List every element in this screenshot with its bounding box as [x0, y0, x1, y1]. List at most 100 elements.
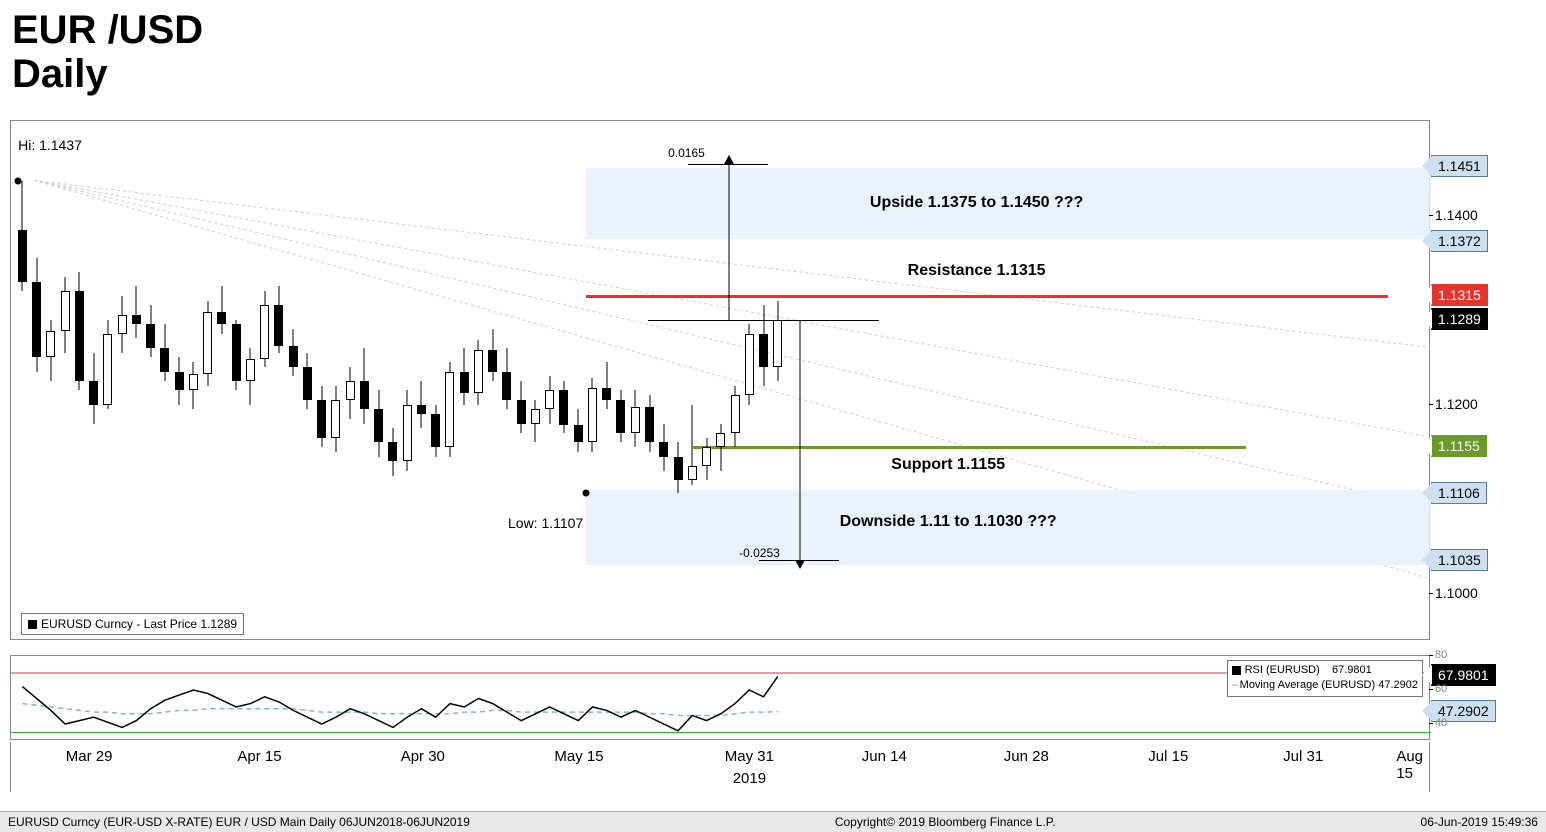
candle: [232, 320, 241, 391]
x-tick: Jul 31: [1283, 748, 1323, 765]
candle: [488, 329, 497, 381]
candle: [203, 301, 212, 386]
candle: [18, 181, 27, 292]
candle: [559, 381, 568, 433]
x-tick: May 15: [554, 748, 603, 765]
candle: [118, 296, 127, 353]
candle: [531, 400, 540, 443]
rsi-legend-value: 67.9801: [1332, 664, 1372, 676]
level-line: [693, 446, 1247, 449]
x-tick: Apr 15: [237, 748, 281, 765]
price-flag: 1.1289: [1431, 308, 1488, 330]
rsi-y-tick: 60: [1435, 683, 1447, 695]
hi-label: Hi: 1.1437: [18, 137, 82, 153]
footer-bar: EURUSD Curncy (EUR-USD X-RATE) EUR / USD…: [0, 811, 1546, 832]
candle: [745, 324, 754, 404]
lo-label: Low: 1.1107: [508, 515, 583, 531]
candle: [246, 348, 255, 405]
candle: [46, 320, 55, 381]
x-tick: Apr 30: [401, 748, 445, 765]
candle: [289, 329, 298, 376]
candle: [303, 353, 312, 410]
x-tick: May 31: [725, 748, 774, 765]
candle: [75, 272, 84, 390]
candle: [403, 390, 412, 470]
candle: [274, 286, 283, 352]
candle: [631, 390, 640, 447]
title-line-2: Daily: [12, 52, 1546, 96]
ma-legend-label: Moving Average (EURUSD): [1240, 679, 1376, 691]
rsi-y-axis: 67.980147.2902806040: [1431, 655, 1536, 740]
rsi-panel: RSI (EURUSD) 67.9801 --- Moving Average …: [10, 655, 1430, 740]
candle: [89, 353, 98, 424]
legend-text: EURUSD Curncy - Last Price 1.1289: [41, 617, 237, 631]
price-flag: 1.1315: [1431, 284, 1488, 306]
chart-annotation: Downside 1.11 to 1.1030 ???: [840, 513, 1057, 531]
rsi-y-tick: 80: [1435, 649, 1447, 661]
candle: [346, 367, 355, 419]
candle: [146, 305, 155, 357]
chart-title-block: EUR /USD Daily: [0, 0, 1546, 96]
price-flag: 1.1155: [1431, 435, 1487, 457]
x-tick: Jun 28: [1004, 748, 1049, 765]
chart-annotation: Resistance 1.1315: [908, 262, 1046, 280]
x-tick: Jul 15: [1148, 748, 1188, 765]
rsi-legend-label: RSI (EURUSD): [1245, 664, 1320, 676]
x-tick: Jun 14: [862, 748, 907, 765]
y-tick: 1.1400: [1435, 207, 1478, 223]
candle: [759, 305, 768, 385]
candle: [160, 324, 169, 381]
candle: [132, 286, 141, 338]
chart-annotation: Upside 1.1375 to 1.1450 ???: [870, 194, 1083, 212]
candle: [360, 348, 369, 424]
price-flag: 1.1035: [1431, 549, 1488, 571]
x-tick: Aug 15: [1396, 748, 1423, 782]
footer-right: 06-Jun-2019 15:49:36: [1421, 815, 1538, 829]
price-flag: 1.1451: [1431, 155, 1488, 177]
candle: [645, 395, 654, 452]
candle: [32, 258, 41, 371]
rsi-plot: [11, 656, 1431, 741]
measure-arrow: [799, 320, 800, 559]
candle: [61, 277, 70, 353]
x-tick: Mar 29: [66, 748, 113, 765]
y-tick: 1.1000: [1435, 585, 1478, 601]
candle: [602, 362, 611, 409]
candle: [659, 424, 668, 471]
candle: [773, 301, 782, 381]
footer-left: EURUSD Curncy (EUR-USD X-RATE) EUR / USD…: [8, 815, 470, 829]
candle: [674, 442, 683, 492]
candle: [331, 386, 340, 452]
candle: [189, 362, 198, 409]
ma-swatch-icon: ---: [1232, 679, 1237, 691]
candle: [502, 348, 511, 409]
title-line-1: EUR /USD: [12, 8, 1546, 52]
candle: [317, 386, 326, 447]
lo-dot: [583, 489, 590, 496]
footer-center: Copyright© 2019 Bloomberg Finance L.P.: [835, 815, 1056, 829]
candle: [616, 390, 625, 442]
price-flag: 1.1106: [1431, 482, 1487, 504]
rsi-y-tick: 40: [1435, 717, 1447, 729]
price-y-axis: 1.1400 1.1200 1.1000 1.1451 1.1372 1.13151.12…: [1431, 120, 1536, 640]
candle: [460, 348, 469, 405]
rsi-legend: RSI (EURUSD) 67.9801 --- Moving Average …: [1227, 660, 1423, 697]
candle: [260, 291, 269, 367]
candle: [588, 378, 597, 452]
candle: [716, 424, 725, 471]
rsi-swatch-icon: [1232, 666, 1241, 675]
price-flag: 1.1372: [1431, 230, 1488, 252]
legend-swatch-icon: [28, 620, 37, 629]
time-x-axis: Mar 29 Apr 15 Apr 30 May 15 May 31 Jun 14 Jun …: [10, 742, 1430, 792]
measure-value: 0.0165: [668, 146, 705, 160]
candle: [175, 357, 184, 404]
candle: [445, 362, 454, 457]
ma-legend-value: 47.2902: [1378, 679, 1418, 691]
measure-value: -0.0253: [739, 546, 780, 560]
candle: [103, 320, 112, 410]
level-line: [586, 295, 1388, 298]
candle: [574, 409, 583, 452]
candle: [388, 428, 397, 475]
y-tick: 1.1200: [1435, 396, 1478, 412]
chart-annotation: Support 1.1155: [891, 456, 1005, 474]
